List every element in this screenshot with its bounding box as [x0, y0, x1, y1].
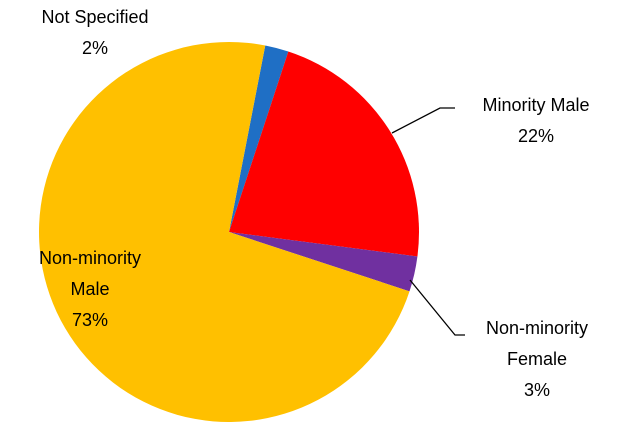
data-label: Minority Male 22%	[446, 90, 626, 152]
pie-slice	[229, 51, 419, 257]
pie-slice	[229, 45, 289, 233]
label-value: 73%	[71, 310, 109, 330]
pie-slice	[229, 232, 418, 292]
data-label: Not Specified 2%	[5, 2, 185, 64]
slices	[39, 42, 419, 422]
label-value: 2%	[81, 38, 108, 58]
label-name: Minority Male	[482, 95, 590, 115]
leader-line	[409, 279, 465, 336]
data-label: Non-minority Female 3%	[472, 313, 602, 406]
leader-line	[391, 107, 455, 134]
label-value: 22%	[517, 126, 555, 146]
label-name: Non-minority Female	[485, 318, 589, 369]
label-value: 3%	[523, 380, 550, 400]
label-name: Not Specified	[41, 7, 149, 27]
label-name: Non-minority Male	[38, 248, 142, 299]
pie-slice	[39, 42, 410, 422]
data-label: Non-minority Male 73%	[25, 243, 155, 336]
